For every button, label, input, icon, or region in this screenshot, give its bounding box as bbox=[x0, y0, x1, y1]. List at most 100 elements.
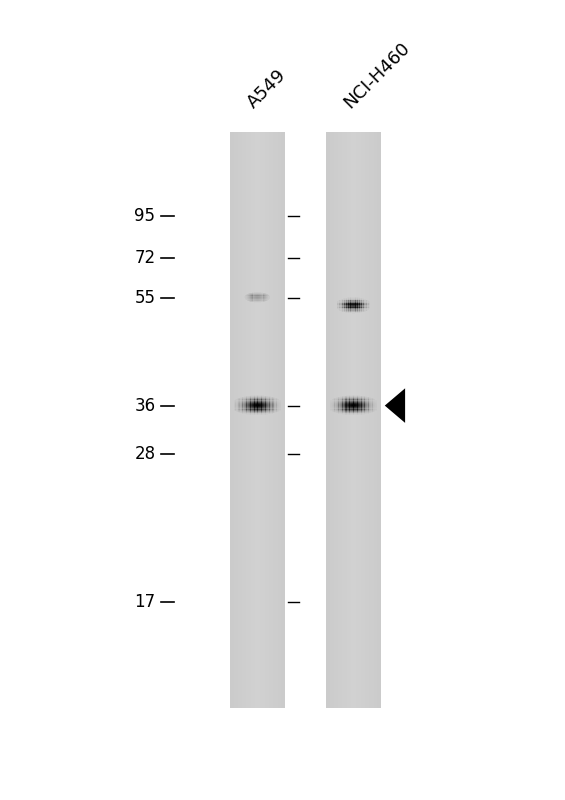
Bar bbox=[377, 132, 379, 708]
Bar bbox=[346, 132, 347, 708]
Text: 36: 36 bbox=[134, 397, 155, 414]
Bar bbox=[342, 132, 344, 708]
Bar bbox=[243, 132, 245, 708]
Bar bbox=[283, 132, 285, 708]
Bar bbox=[357, 132, 358, 708]
Bar bbox=[230, 132, 232, 708]
Bar bbox=[232, 132, 234, 708]
Bar bbox=[259, 132, 261, 708]
Bar bbox=[244, 132, 246, 708]
Bar bbox=[249, 132, 250, 708]
Bar bbox=[379, 132, 381, 708]
Bar bbox=[255, 132, 257, 708]
Text: 17: 17 bbox=[134, 593, 155, 610]
Bar bbox=[267, 132, 268, 708]
Bar bbox=[327, 132, 329, 708]
Text: A549: A549 bbox=[244, 66, 290, 112]
Bar bbox=[240, 132, 241, 708]
Bar bbox=[358, 132, 359, 708]
Bar bbox=[333, 132, 335, 708]
Bar bbox=[346, 132, 348, 708]
Bar bbox=[355, 132, 357, 708]
Bar bbox=[364, 132, 366, 708]
Bar bbox=[262, 132, 263, 708]
Bar bbox=[233, 132, 235, 708]
Bar bbox=[231, 132, 233, 708]
Bar bbox=[280, 132, 281, 708]
Bar bbox=[251, 132, 253, 708]
Bar bbox=[366, 132, 368, 708]
Bar bbox=[268, 132, 270, 708]
Bar bbox=[351, 132, 353, 708]
Bar bbox=[256, 132, 258, 708]
Bar bbox=[378, 132, 380, 708]
Bar bbox=[282, 132, 284, 708]
Bar bbox=[370, 132, 371, 708]
Bar bbox=[246, 132, 248, 708]
Bar bbox=[328, 132, 330, 708]
Bar bbox=[350, 132, 351, 708]
Bar bbox=[349, 132, 350, 708]
Bar bbox=[237, 132, 239, 708]
Bar bbox=[371, 132, 372, 708]
Text: NCI-H460: NCI-H460 bbox=[340, 39, 414, 112]
Bar bbox=[245, 132, 247, 708]
Bar bbox=[344, 132, 345, 708]
Bar bbox=[329, 132, 331, 708]
Bar bbox=[333, 132, 334, 708]
Bar bbox=[375, 132, 376, 708]
Bar bbox=[281, 132, 282, 708]
Bar bbox=[273, 132, 275, 708]
Bar bbox=[241, 132, 242, 708]
Bar bbox=[254, 132, 255, 708]
Bar bbox=[258, 132, 260, 708]
Text: 72: 72 bbox=[134, 249, 155, 266]
Bar bbox=[373, 132, 374, 708]
Bar bbox=[345, 132, 346, 708]
Bar bbox=[264, 132, 265, 708]
Bar bbox=[353, 132, 355, 708]
Bar bbox=[275, 132, 276, 708]
Bar bbox=[277, 132, 278, 708]
Bar bbox=[276, 132, 277, 708]
Bar bbox=[359, 132, 360, 708]
Bar bbox=[234, 132, 236, 708]
Text: 55: 55 bbox=[134, 289, 155, 306]
Bar bbox=[365, 132, 367, 708]
Bar bbox=[272, 132, 274, 708]
Text: 28: 28 bbox=[134, 446, 155, 463]
Bar bbox=[279, 132, 280, 708]
Bar bbox=[266, 132, 267, 708]
Bar bbox=[337, 132, 338, 708]
Bar bbox=[270, 132, 272, 708]
Polygon shape bbox=[385, 388, 405, 423]
Bar bbox=[334, 132, 336, 708]
Bar bbox=[253, 132, 254, 708]
Bar bbox=[250, 132, 251, 708]
Bar bbox=[373, 132, 375, 708]
Bar bbox=[341, 132, 343, 708]
Bar bbox=[331, 132, 332, 708]
Bar bbox=[264, 132, 266, 708]
Bar bbox=[372, 132, 373, 708]
Bar bbox=[250, 132, 252, 708]
Bar bbox=[332, 132, 333, 708]
Bar bbox=[263, 132, 264, 708]
Bar bbox=[367, 132, 369, 708]
Bar bbox=[339, 132, 341, 708]
Bar bbox=[362, 132, 363, 708]
Bar bbox=[368, 132, 370, 708]
Bar bbox=[340, 132, 342, 708]
Bar bbox=[360, 132, 361, 708]
Bar bbox=[347, 132, 349, 708]
Bar bbox=[247, 132, 249, 708]
Bar bbox=[260, 132, 262, 708]
Bar bbox=[242, 132, 244, 708]
Bar bbox=[237, 132, 238, 708]
Bar bbox=[269, 132, 271, 708]
Bar bbox=[326, 132, 328, 708]
Bar bbox=[336, 132, 337, 708]
Bar bbox=[271, 132, 273, 708]
Bar bbox=[354, 132, 356, 708]
Bar bbox=[376, 132, 377, 708]
